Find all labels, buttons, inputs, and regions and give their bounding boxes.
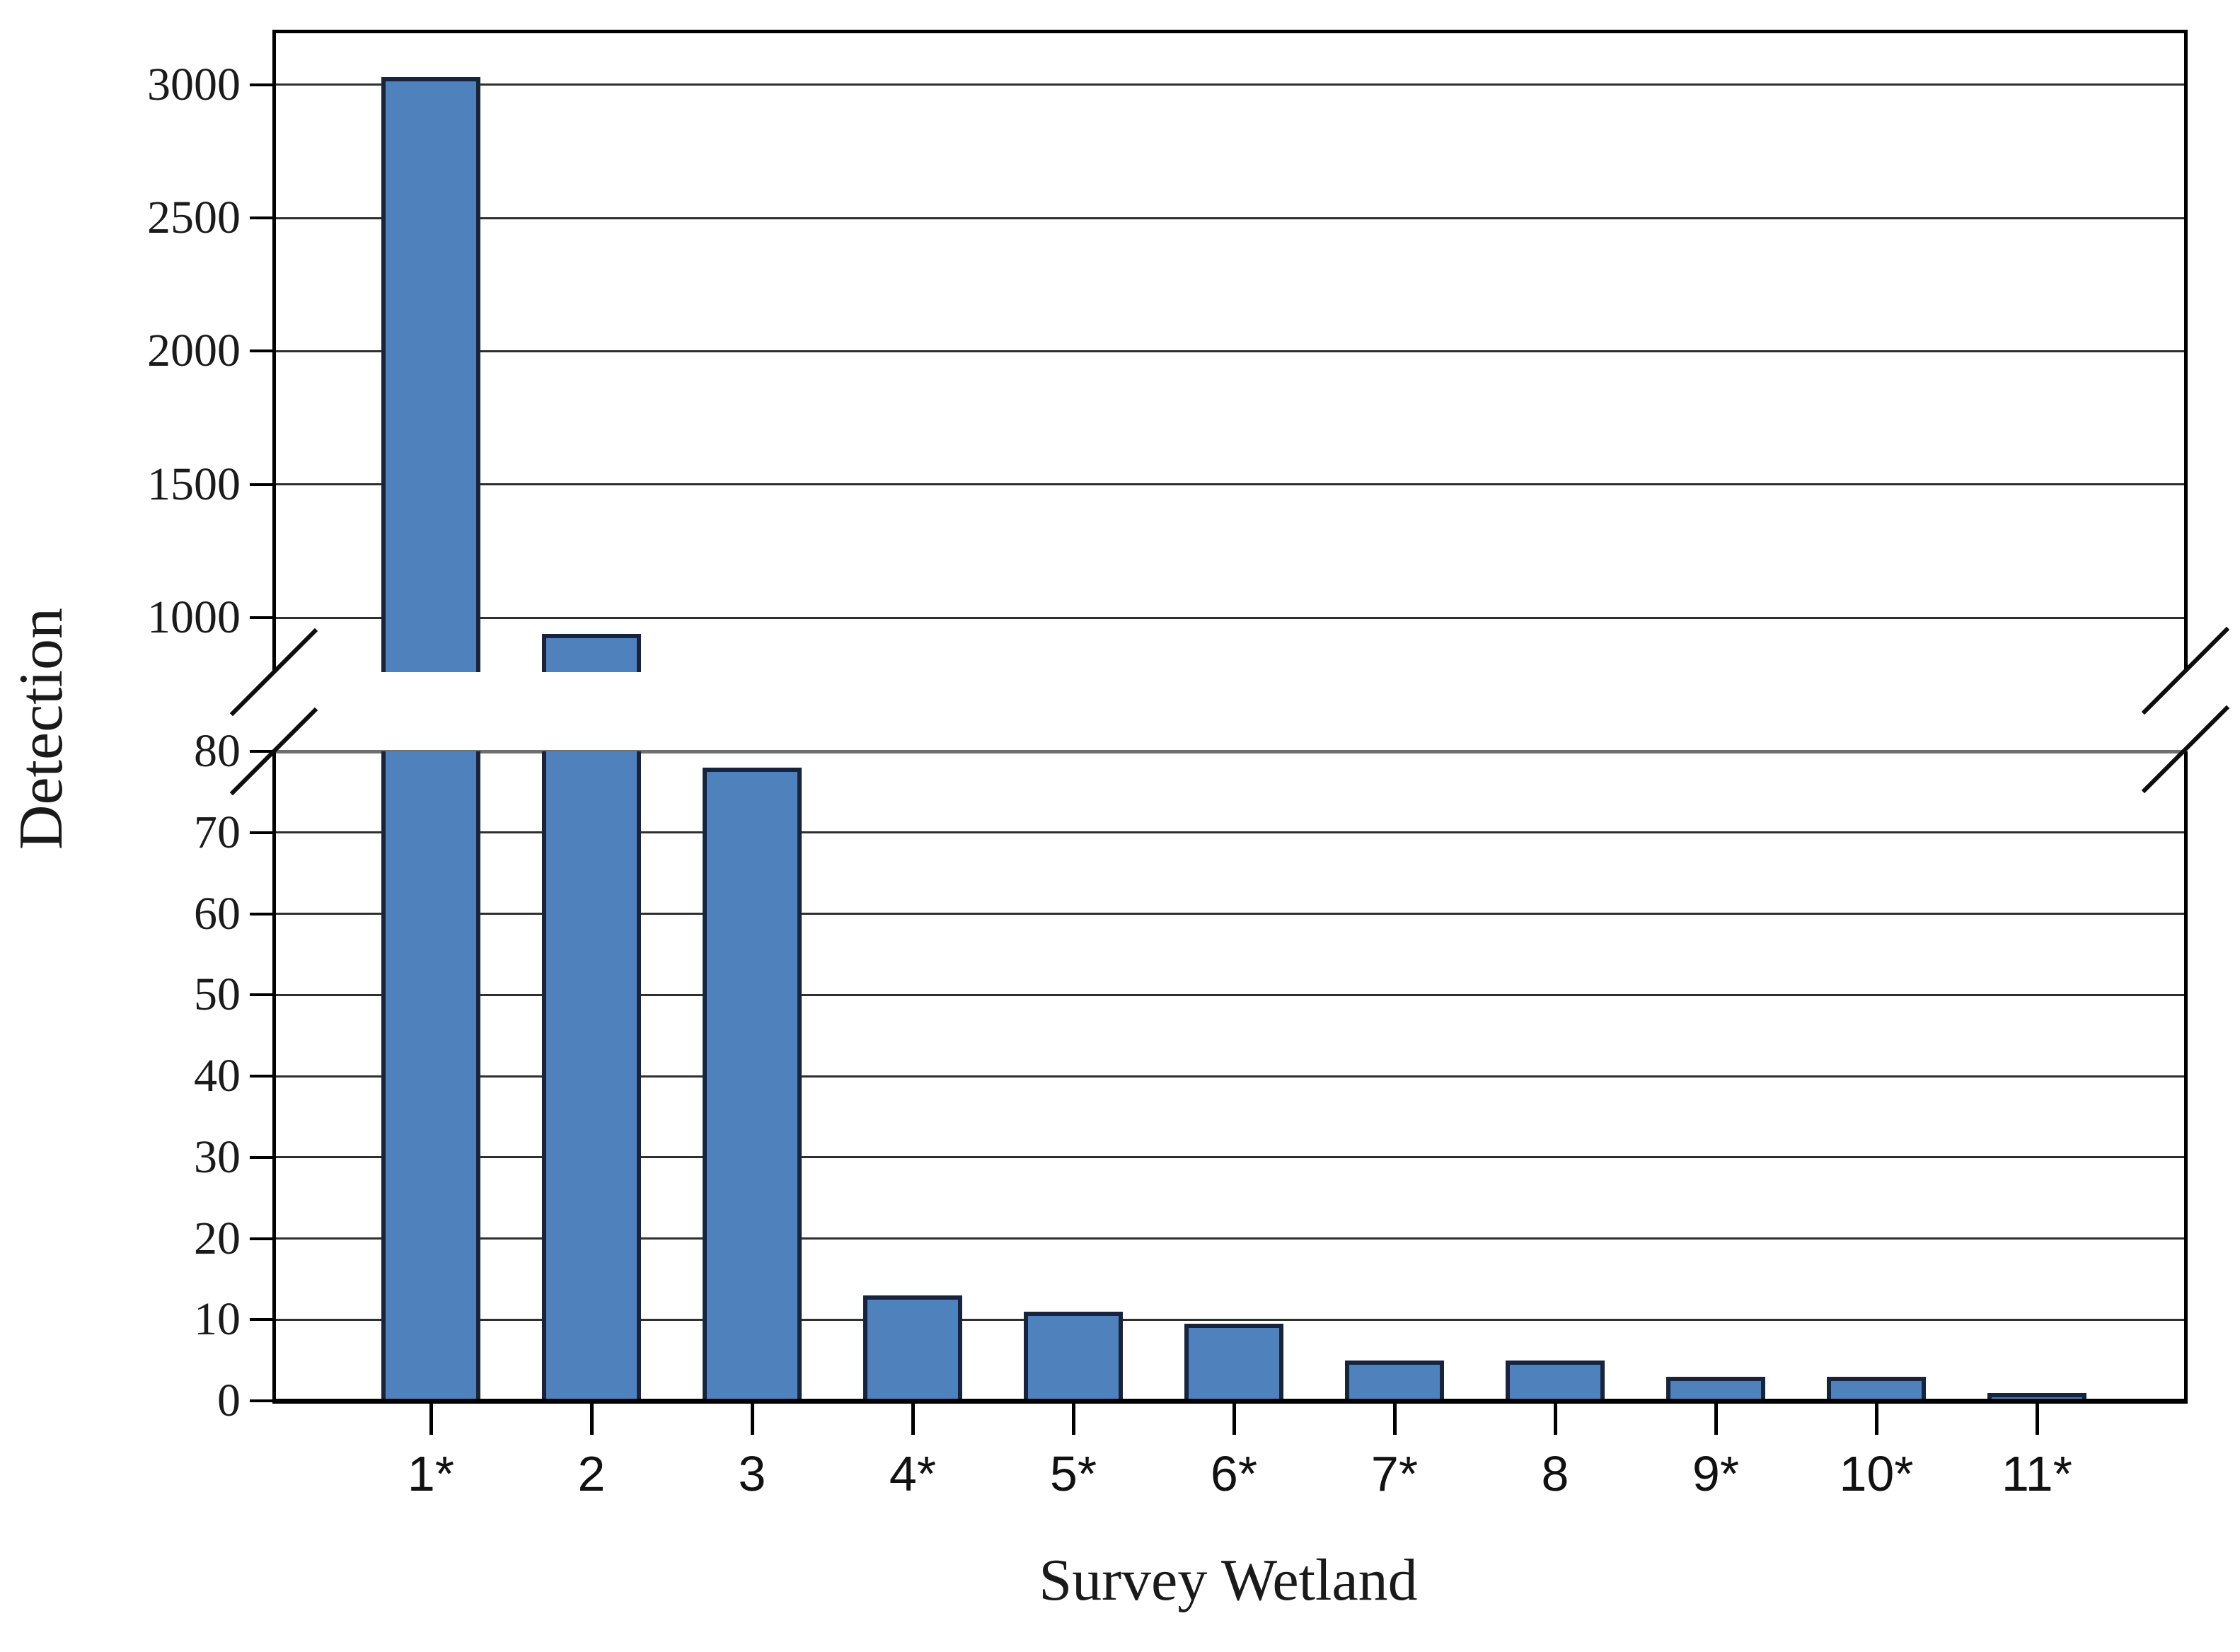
y-tick-label: 1000 <box>147 591 241 643</box>
y-tick-label: 70 <box>194 806 241 858</box>
y-tick-label: 60 <box>194 887 241 940</box>
y-axis-tick <box>250 1075 272 1078</box>
x-axis-tick <box>1553 1403 1557 1435</box>
y-axis-tick <box>250 750 272 753</box>
bar-category-10* <box>1827 1376 1926 1401</box>
x-axis-tick <box>911 1403 915 1435</box>
x-axis-title: Survey Wetland <box>1039 1547 1418 1613</box>
y-tick-label: 3000 <box>147 58 241 110</box>
y-axis-tick <box>250 912 272 915</box>
right-axis-lower-segment <box>2184 751 2188 1401</box>
bar-category-7* <box>1345 1360 1444 1401</box>
y-tick-label: 1500 <box>147 458 241 510</box>
y-axis-tick <box>250 1155 272 1159</box>
x-tick-label: 1* <box>407 1446 455 1501</box>
y-axis-lower-segment <box>272 751 276 1401</box>
gridline-lower <box>272 1237 2184 1240</box>
gridline-lower <box>272 1075 2184 1078</box>
y-axis-tick <box>250 83 272 86</box>
x-tick-label: 7* <box>1370 1446 1419 1501</box>
bar-category-1*-lower-segment <box>381 751 480 1401</box>
y-axis-tick <box>250 993 272 997</box>
x-tick-label: 4* <box>889 1446 937 1501</box>
bar-category-9* <box>1666 1376 1765 1401</box>
y-axis-tick <box>250 1399 272 1402</box>
gridline-lower <box>272 913 2184 915</box>
gridline-lower <box>272 993 2184 996</box>
y-tick-label: 10 <box>194 1293 241 1346</box>
gridline-upper <box>272 83 2184 86</box>
x-tick-label: 10* <box>1839 1446 1914 1501</box>
y-axis-tick <box>250 350 272 353</box>
y-tick-label: 20 <box>194 1212 241 1264</box>
gridline-upper <box>272 483 2184 486</box>
right-axis-upper-segment <box>2184 30 2188 672</box>
gridline-lower <box>272 1156 2184 1159</box>
x-axis-tick <box>1392 1403 1397 1435</box>
lower-panel-top-border <box>272 749 2184 753</box>
y-axis-upper-segment <box>272 30 276 672</box>
x-tick-label: 9* <box>1692 1446 1740 1501</box>
x-tick-label: 3 <box>738 1446 766 1501</box>
bar-category-6* <box>1184 1323 1283 1401</box>
x-axis-tick <box>1071 1403 1075 1435</box>
y-axis-tick <box>250 831 272 834</box>
y-axis-tick <box>250 483 272 486</box>
x-axis-tick <box>750 1403 754 1435</box>
y-axis-tick <box>250 1318 272 1322</box>
y-tick-label: 40 <box>194 1050 241 1102</box>
bar-category-8 <box>1506 1360 1605 1401</box>
x-tick-label: 11* <box>2002 1446 2072 1501</box>
x-axis-tick <box>589 1403 594 1435</box>
bar-category-2-lower-segment <box>542 751 641 1401</box>
x-axis-baseline <box>272 1399 2188 1404</box>
bar-category-4* <box>863 1295 962 1401</box>
y-tick-label: 30 <box>194 1131 241 1183</box>
y-axis-title: Detection <box>6 607 76 850</box>
bar-category-1*-upper-segment <box>381 76 480 672</box>
y-axis-tick <box>250 216 272 220</box>
gridline-upper <box>272 350 2184 352</box>
y-tick-label: 2500 <box>147 192 241 244</box>
gridline-upper <box>272 616 2184 619</box>
x-tick-label: 5* <box>1049 1446 1097 1501</box>
gridline-lower <box>272 831 2184 834</box>
plot-top-border <box>272 30 2188 33</box>
x-axis-tick <box>1874 1403 1878 1435</box>
x-tick-label: 6* <box>1210 1446 1258 1501</box>
gridline-lower <box>272 1318 2184 1321</box>
y-tick-label: 0 <box>217 1375 241 1426</box>
bar-category-3 <box>703 767 802 1401</box>
x-axis-tick <box>429 1403 433 1435</box>
bar-category-11* <box>1987 1392 2086 1401</box>
x-axis-tick <box>2035 1403 2039 1435</box>
y-axis-tick <box>250 1237 272 1240</box>
x-tick-label: 2 <box>577 1446 606 1501</box>
y-tick-label: 80 <box>194 725 241 777</box>
bar-category-2-upper-segment <box>542 633 641 672</box>
x-tick-label: 8 <box>1541 1446 1569 1501</box>
y-tick-label: 50 <box>194 969 241 1021</box>
x-axis-tick <box>1232 1403 1236 1435</box>
gridline-upper <box>272 216 2184 219</box>
x-axis-tick <box>1714 1403 1718 1435</box>
y-tick-label: 2000 <box>147 325 241 377</box>
y-axis-tick <box>250 616 272 619</box>
bar-category-5* <box>1024 1311 1123 1401</box>
